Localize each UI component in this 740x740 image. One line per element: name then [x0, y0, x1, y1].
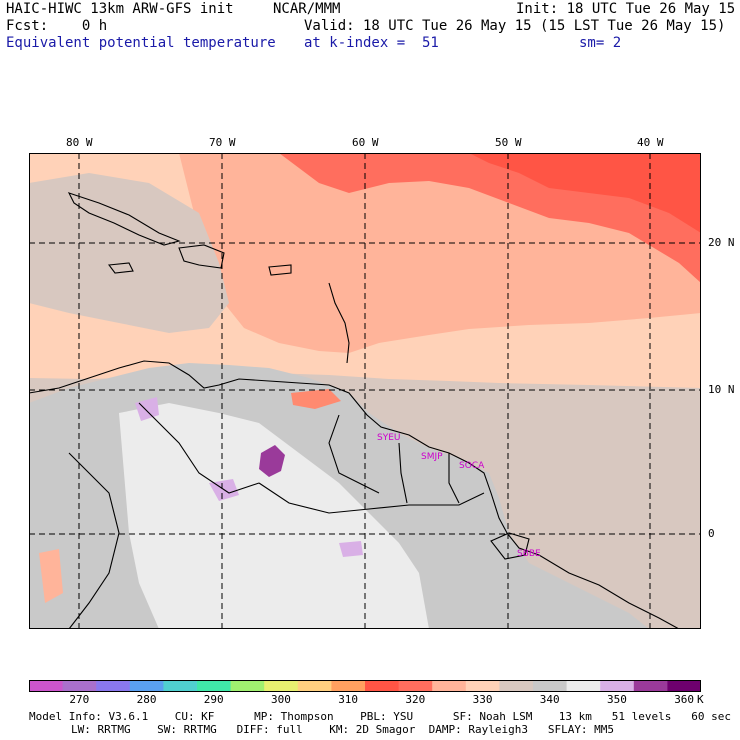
station-smjp: SMJP: [421, 452, 443, 462]
colorbar-tick-label: 360: [674, 693, 695, 706]
lon-label-70w: 70 W: [209, 136, 236, 149]
colorbar-cell: [264, 680, 299, 692]
colorbar-cell: [566, 680, 601, 692]
colorbar-cell: [499, 680, 534, 692]
coast-jamaica: [107, 262, 134, 274]
colorbar-unit: K: [697, 693, 704, 706]
colorbar-cell: [163, 680, 198, 692]
colorbar-cell: [432, 680, 467, 692]
colorbar-cell: [96, 680, 131, 692]
lat-label-10n: 10 N: [708, 383, 735, 396]
colorbar-cell: [62, 680, 97, 692]
map-panel: SYEU SMJP SOCA SBBE: [29, 153, 701, 629]
forecast-hour: Fcst: 0 h: [6, 18, 108, 34]
border-guyana-suriname: [398, 442, 408, 504]
field-cell-purple: [259, 445, 285, 477]
coastlines: [29, 192, 680, 629]
station-soca: SOCA: [459, 461, 485, 471]
colorbar-tick-label: 350: [607, 693, 627, 706]
colorbar-cell: [331, 680, 366, 692]
colorbar-tick-label: 310: [338, 693, 359, 706]
station-syeu: SYEU: [377, 433, 400, 443]
coast-puerto-rico: [268, 264, 292, 276]
field-cell-lilac-3: [339, 541, 363, 557]
plot-title: HAIC-HIWC 13km ARW-GFS init: [6, 1, 234, 17]
colorbar-tick-label: 330: [472, 693, 493, 706]
colorbar-cell: [667, 680, 701, 692]
level-index: at k-index = 51: [304, 35, 439, 51]
border-brazil: [258, 482, 485, 514]
colorbar-cell: [230, 680, 265, 692]
map-border: [29, 153, 701, 629]
footer-line-2: LW: RRTMG SW: RRTMG DIFF: full KM: 2D Sm…: [71, 723, 615, 736]
grid-lines: [29, 153, 701, 629]
colorbar-cell: [129, 680, 164, 692]
lon-label-80w: 80 W: [66, 136, 93, 149]
field-band-325: [469, 153, 701, 233]
footer-line-1: Model Info: V3.6.1 CU: KF MP: Thompson P…: [29, 710, 731, 723]
field-cell-lilac-1: [135, 397, 159, 421]
coast-hispaniola: [178, 244, 225, 269]
colorbar-tick-label: 280: [136, 693, 157, 706]
colorbar-tick-label: 270: [69, 693, 90, 706]
model-center: NCAR/MMM: [273, 1, 341, 17]
colorbar-cell: [465, 680, 500, 692]
colorbar-cells: [29, 680, 701, 692]
field-cell-warm-spot: [291, 389, 341, 409]
colorbar: [29, 680, 701, 692]
colorbar-cell: [365, 680, 400, 692]
coast-cuba: [67, 192, 181, 246]
colorbar-cell: [633, 680, 668, 692]
colorbar-cell: [600, 680, 635, 692]
colorbar-cell: [29, 680, 64, 692]
colorbar-tick-label: 340: [539, 693, 560, 706]
colorbar-border: [29, 680, 701, 692]
field-name: Equivalent potential temperature: [6, 35, 276, 51]
field-land-white: [119, 403, 429, 629]
station-labels: SYEU SMJP SOCA SBBE: [377, 433, 541, 559]
colorbar-cell: [297, 680, 332, 692]
border-colombia-venezuela: [138, 402, 260, 494]
valid-time: Valid: 18 UTC Tue 26 May 15 (15 LST Tue …: [304, 18, 726, 34]
coast-lesser-antilles: [328, 282, 350, 364]
colorbar-tick-label: 300: [271, 693, 291, 706]
coast-south-america: [29, 360, 680, 629]
colorbar-cell: [533, 680, 568, 692]
lat-label-0: 0: [708, 527, 715, 540]
colorbar-tick-label: 290: [203, 693, 224, 706]
colorbar-cell: [197, 680, 232, 692]
colorbar-tick-label: 320: [405, 693, 426, 706]
border-suriname-fguiana: [448, 453, 460, 504]
station-sbbe: SBBE: [517, 549, 541, 559]
lon-label-40w: 40 W: [637, 136, 664, 149]
coast-marajo: [490, 532, 530, 560]
init-time: Init: 18 UTC Tue 26 May 15: [516, 1, 736, 17]
lon-label-50w: 50 W: [495, 136, 522, 149]
border-andes: [68, 452, 120, 629]
border-venezuela-guyana: [328, 414, 380, 494]
lat-label-20n: 20 N: [708, 236, 735, 249]
smoothing-value: sm= 2: [579, 35, 622, 51]
field-cell-west-coast: [39, 549, 63, 603]
lon-label-60w: 60 W: [352, 136, 379, 149]
colorbar-cell: [398, 680, 433, 692]
